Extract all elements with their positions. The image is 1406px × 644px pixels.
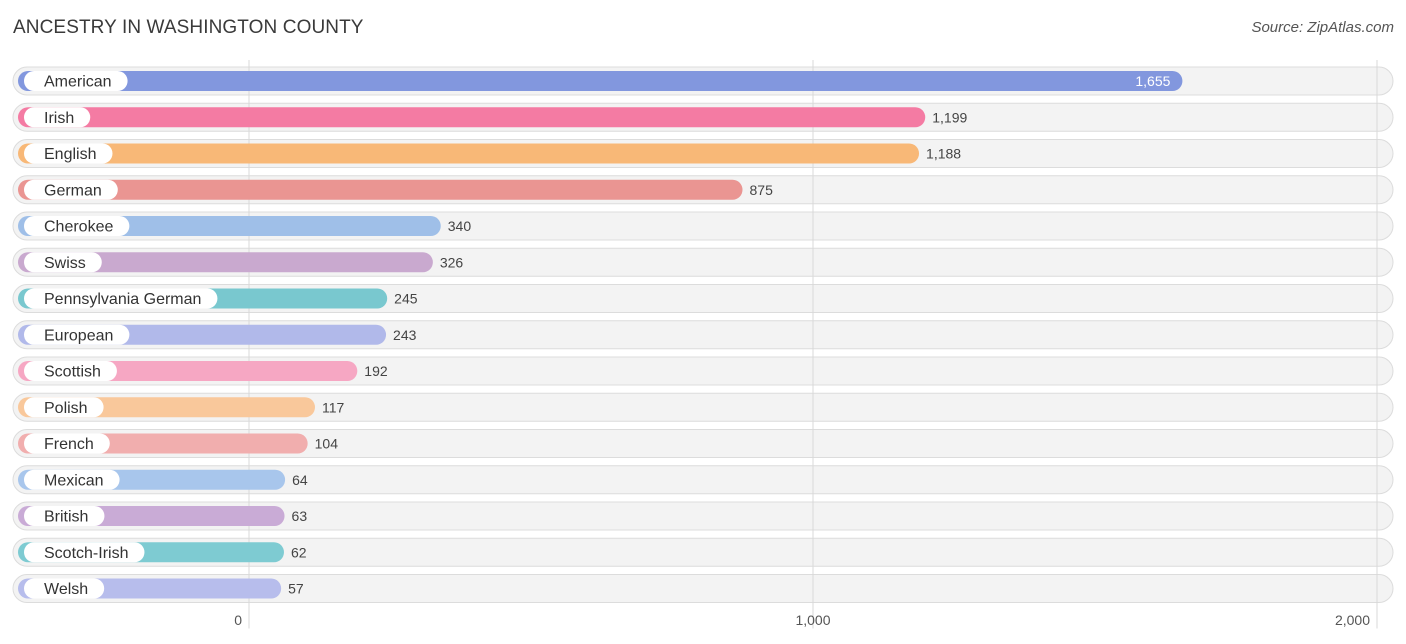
chart-source: Source: ZipAtlas.com xyxy=(1251,19,1394,36)
value-label: 104 xyxy=(315,436,339,452)
bar xyxy=(18,143,920,164)
x-axis-ticks: 0 1,000 2,000 xyxy=(234,612,1370,628)
category-label: Scotch-Irish xyxy=(44,545,128,562)
row-background xyxy=(12,537,1394,567)
category-label: Welsh xyxy=(44,581,88,598)
row-background xyxy=(12,429,1394,458)
category-label-pill xyxy=(24,469,120,490)
category-label: Mexican xyxy=(44,472,104,489)
category-label: British xyxy=(44,509,88,526)
row-background xyxy=(12,392,1394,422)
x-tick-label: 1,000 xyxy=(795,612,830,628)
bars: American 1,655 Irish 1,199 English 1,188 Germa… xyxy=(18,71,1183,599)
row-background xyxy=(12,356,1394,386)
category-label: French xyxy=(44,436,94,453)
category-label: American xyxy=(44,74,112,91)
x-tick-label: 2,000 xyxy=(1335,612,1370,628)
category-label-pill xyxy=(24,324,130,345)
x-tick-label: 0 xyxy=(234,612,242,628)
value-label: 340 xyxy=(448,218,472,234)
category-label-pill xyxy=(24,433,110,454)
category-label-pill xyxy=(24,107,91,128)
row-background xyxy=(12,465,1394,495)
category-label-pill xyxy=(24,216,130,236)
bar xyxy=(18,252,433,273)
value-label: 243 xyxy=(393,327,417,343)
category-label: Irish xyxy=(44,110,74,127)
row-background xyxy=(12,574,1394,603)
category-label-pill xyxy=(24,506,105,526)
value-label: 57 xyxy=(288,581,304,597)
category-label-pill xyxy=(24,143,113,164)
value-label: 117 xyxy=(322,399,345,415)
category-label: German xyxy=(44,182,102,199)
row-background xyxy=(12,501,1394,531)
value-label: 64 xyxy=(292,472,308,488)
category-label: Pennsylvania German xyxy=(44,291,201,308)
category-label: European xyxy=(44,327,113,344)
value-label: 63 xyxy=(292,508,308,524)
category-label-pill xyxy=(24,361,117,381)
category-label: Cherokee xyxy=(44,219,113,236)
value-label: 245 xyxy=(394,291,418,307)
category-label: Scottish xyxy=(44,364,101,381)
chart-title: ANCESTRY IN WASHINGTON COUNTY xyxy=(13,17,364,38)
category-label-pill xyxy=(24,578,105,599)
category-label-pill xyxy=(24,542,145,563)
category-label-pill xyxy=(24,71,128,91)
bar xyxy=(18,179,743,200)
value-label: 1,199 xyxy=(932,109,967,125)
value-label: 1,188 xyxy=(926,146,961,162)
category-label: English xyxy=(44,146,96,163)
category-label-pill xyxy=(24,179,118,200)
bar xyxy=(18,71,1183,91)
category-label: Swiss xyxy=(44,255,86,272)
bar xyxy=(18,107,926,128)
value-label: 326 xyxy=(440,254,464,270)
category-label: Polish xyxy=(44,400,88,417)
category-label-pill xyxy=(24,397,104,418)
value-label: 875 xyxy=(750,182,774,198)
value-label: 1,655 xyxy=(1135,73,1170,89)
value-label: 192 xyxy=(364,363,388,379)
category-label-pill xyxy=(24,288,218,309)
category-label-pill xyxy=(24,252,102,273)
value-label: 62 xyxy=(291,544,307,560)
